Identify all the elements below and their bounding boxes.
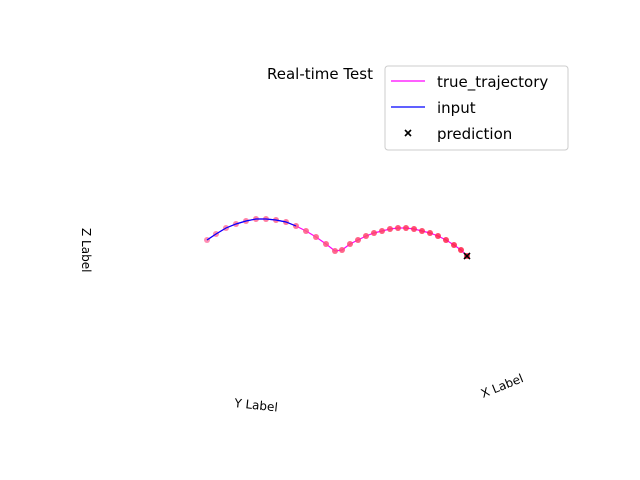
- prediction-point: [323, 241, 329, 247]
- input-line: [206, 218, 297, 241]
- plot-area: [204, 216, 471, 260]
- z-axis-label: Z Label: [79, 228, 93, 272]
- legend-label-input: input: [437, 99, 476, 117]
- prediction-point: [363, 233, 369, 239]
- prediction-point: [313, 234, 319, 240]
- prediction-point: [355, 237, 361, 243]
- y-axis-label: Y Label: [233, 396, 279, 415]
- prediction-point: [458, 247, 464, 253]
- prediction-point: [371, 230, 377, 236]
- prediction-point: [339, 247, 345, 253]
- legend-label-true-trajectory: true_trajectory: [437, 73, 548, 92]
- x-axis-label: X Label: [479, 371, 525, 401]
- prediction-point: [451, 242, 457, 248]
- prediction-point: [332, 248, 338, 254]
- prediction-point: [427, 230, 433, 236]
- prediction-point: [347, 241, 353, 247]
- prediction-point: [443, 237, 449, 243]
- prediction-final-marker: [463, 252, 471, 260]
- legend-swatch-prediction: [404, 129, 412, 137]
- prediction-point: [387, 226, 393, 232]
- prediction-point: [379, 228, 385, 234]
- chart-title: Real-time Test: [267, 65, 373, 83]
- legend: true_trajectory input prediction: [384, 65, 569, 151]
- legend-box: [384, 65, 569, 151]
- prediction-point: [403, 225, 409, 231]
- prediction-point: [303, 228, 309, 234]
- prediction-point: [395, 225, 401, 231]
- prediction-point: [419, 228, 425, 234]
- prediction-point: [411, 226, 417, 232]
- prediction-point: [435, 233, 441, 239]
- legend-label-prediction: prediction: [437, 125, 512, 143]
